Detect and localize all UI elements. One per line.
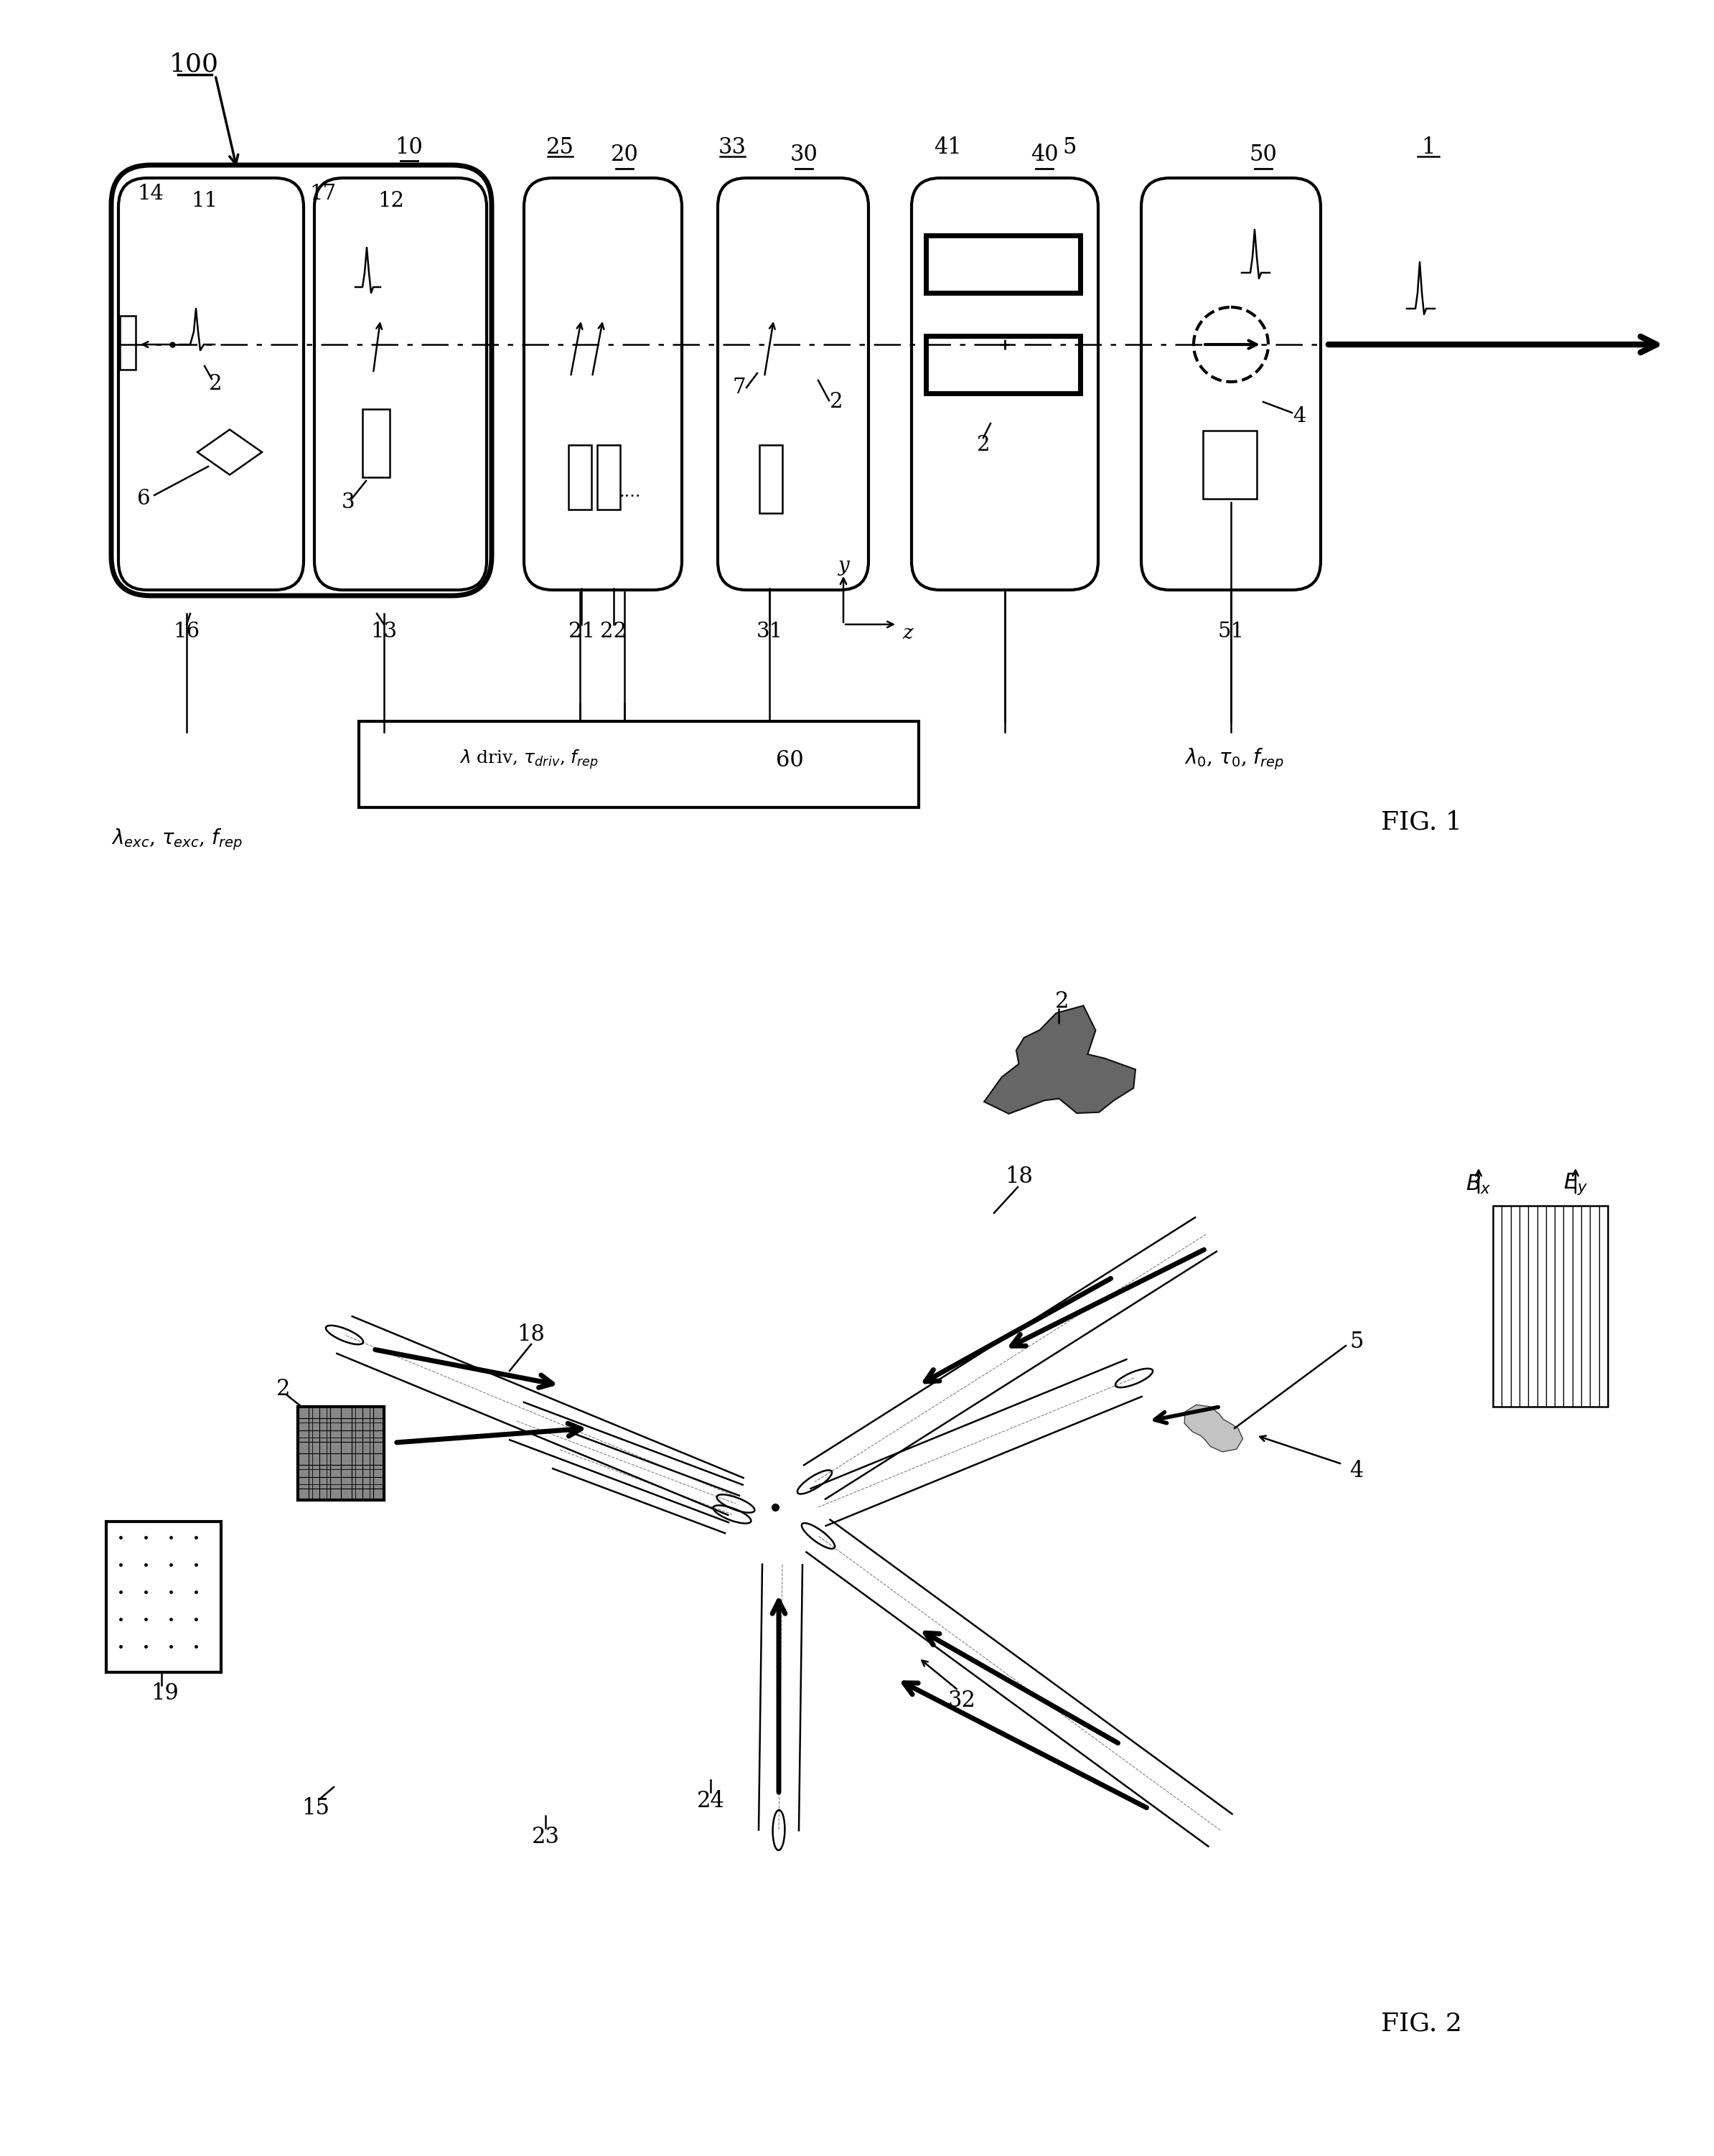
Bar [298,1406,384,1501]
Text: 16: 16 [173,621,201,642]
Text: 17: 17 [310,183,336,205]
Text: 5: 5 [1349,1330,1364,1354]
Text: 41: 41 [934,136,962,157]
Bar [596,444,620,509]
Text: 40: 40 [1030,144,1058,166]
Text: 12: 12 [377,192,405,211]
Text: 4: 4 [1292,405,1306,427]
Bar [1203,431,1256,498]
Text: 33: 33 [718,136,746,157]
Bar [926,336,1080,392]
Text: 50: 50 [1250,144,1277,166]
Text: 51: 51 [1217,621,1244,642]
Text: 23: 23 [531,1826,559,1848]
Text: 100: 100 [170,52,219,78]
Text: 2: 2 [977,436,991,455]
Text: 2: 2 [1056,990,1070,1013]
Polygon shape [1184,1406,1243,1451]
Text: 10: 10 [396,136,423,157]
Text: 24: 24 [696,1789,725,1813]
Bar [362,410,389,476]
Text: $\lambda_0$, $\tau_0$, $f_{rep}$: $\lambda_0$, $\tau_0$, $f_{rep}$ [1184,746,1284,772]
Text: 3: 3 [341,492,355,513]
Text: $\lambda$ driv, $\tau_{driv}$, $f_{rep}$: $\lambda$ driv, $\tau_{driv}$, $f_{rep}$ [459,748,598,770]
Text: 6: 6 [137,489,151,509]
Text: 4: 4 [1349,1460,1363,1483]
Text: 20: 20 [610,144,638,166]
Text: 25: 25 [545,136,574,157]
Text: 21: 21 [567,621,595,642]
Bar [926,235,1080,293]
Text: 30: 30 [790,144,818,166]
Bar [120,315,135,369]
Text: 2: 2 [209,373,223,395]
Bar [298,1406,384,1501]
Text: $B_x$: $B_x$ [1465,1173,1491,1194]
Text: 2: 2 [830,392,843,412]
Text: 14: 14 [137,183,165,205]
Text: 15: 15 [302,1798,329,1820]
Text: y: y [838,556,848,576]
Text: 31: 31 [756,621,783,642]
Bar [1493,1205,1608,1406]
Bar [569,444,591,509]
Text: 1: 1 [1421,136,1435,157]
Text: 18: 18 [518,1324,545,1345]
Polygon shape [984,1005,1135,1115]
Text: 13: 13 [370,621,398,642]
Text: 19: 19 [151,1682,178,1705]
Text: ....: .... [619,483,641,500]
Text: 32: 32 [948,1690,975,1712]
Text: $\lambda_{exc}$, $\tau_{exc}$, $f_{rep}$: $\lambda_{exc}$, $\tau_{exc}$, $f_{rep}$ [111,828,242,852]
Text: 5: 5 [1063,136,1076,157]
Text: 7: 7 [732,377,746,397]
Text: 11: 11 [192,192,218,211]
Bar [106,1522,221,1673]
Text: 60: 60 [776,750,804,772]
Text: FIG. 2: FIG. 2 [1381,2012,1462,2035]
Text: $E_y$: $E_y$ [1563,1171,1587,1197]
Text: 22: 22 [600,621,627,642]
Bar [358,722,919,808]
Text: z: z [903,623,914,642]
Bar [759,444,782,513]
Text: 18: 18 [1006,1166,1034,1188]
Text: 2: 2 [276,1378,290,1399]
Text: FIG. 1: FIG. 1 [1381,808,1462,834]
